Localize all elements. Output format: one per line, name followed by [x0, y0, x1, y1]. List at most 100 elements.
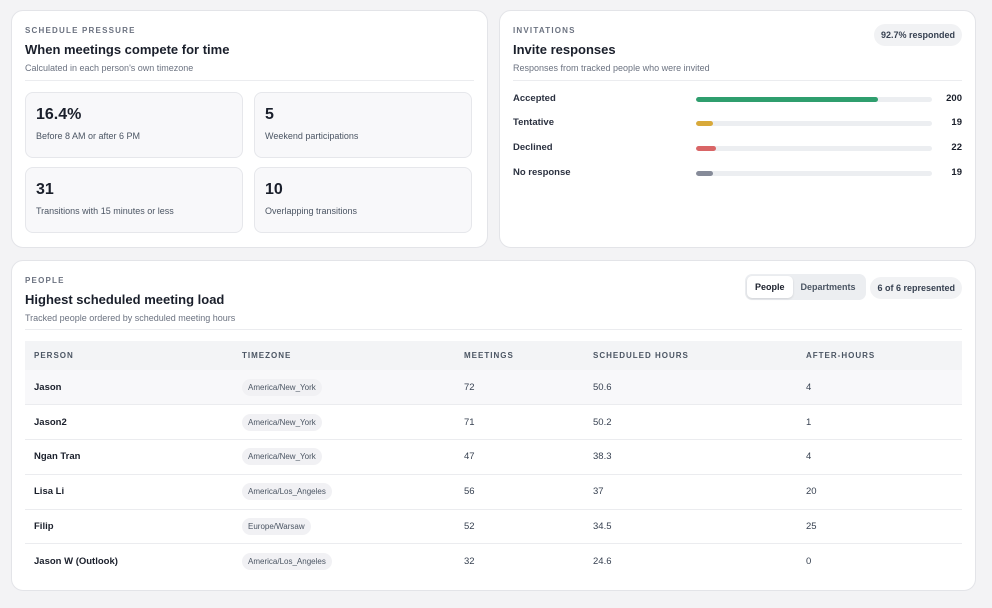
invite-count: 19 — [951, 167, 962, 178]
stat-short-transitions: 31 Transitions with 15 minutes or less — [25, 167, 243, 233]
invite-label: Accepted — [513, 93, 556, 104]
timezone-cell: America/New_York — [233, 370, 455, 406]
pressure-title: When meetings compete for time — [25, 42, 230, 57]
invite-label: No response — [513, 167, 571, 178]
table-row[interactable]: Jason W (Outlook) America/Los_Angeles 32… — [25, 544, 962, 579]
stat-after-hours: 16.4% Before 8 AM or after 6 PM — [25, 92, 243, 158]
stat-label: Overlapping transitions — [265, 206, 358, 216]
meetings-cell: 72 — [455, 370, 584, 406]
invitations-divider — [513, 80, 962, 81]
column-header-scheduled-hours[interactable]: SCHEDULED HOURS — [584, 341, 797, 370]
hours-cell: 50.6 — [584, 370, 797, 406]
meetings-cell: 52 — [455, 509, 584, 545]
invite-bar-track — [696, 171, 932, 176]
people-divider — [25, 329, 962, 330]
timezone-tag: America/New_York — [242, 378, 322, 396]
invite-label: Tentative — [513, 117, 555, 128]
schedule-pressure-card: SCHEDULE PRESSURE When meetings compete … — [11, 10, 488, 248]
stat-label: Weekend participations — [265, 131, 359, 141]
table-header-row: PERSON TIMEZONE MEETINGS SCHEDULED HOURS… — [25, 341, 962, 370]
invitations-eyebrow: INVITATIONS — [513, 26, 576, 35]
people-card: PEOPLE Highest scheduled meeting load Tr… — [11, 260, 976, 591]
toggle-people-button[interactable]: People — [747, 276, 793, 298]
timezone-cell: America/New_York — [233, 404, 455, 441]
hours-cell: 34.5 — [584, 509, 797, 545]
timezone-cell: America/Los_Angeles — [233, 474, 455, 510]
invite-row-declined: Declined 22 — [513, 142, 962, 156]
timezone-tag: Europe/Warsaw — [242, 518, 311, 536]
invitations-card: INVITATIONS Invite responses Responses f… — [499, 10, 976, 248]
invite-bar-fill — [696, 97, 878, 102]
invite-row-tentative: Tentative 19 — [513, 117, 962, 131]
after-hours-cell: 1 — [797, 404, 962, 441]
stat-label: Before 8 AM or after 6 PM — [36, 131, 141, 141]
column-header-timezone[interactable]: TIMEZONE — [233, 341, 455, 370]
stat-value: 16.4% — [36, 106, 82, 123]
invite-bar-fill — [696, 171, 714, 176]
hours-cell: 37 — [584, 474, 797, 510]
hours-cell: 50.2 — [584, 404, 797, 441]
column-header-after-hours[interactable]: AFTER-HOURS — [797, 341, 962, 370]
timezone-tag: America/Los_Angeles — [242, 483, 332, 501]
after-hours-cell: 4 — [797, 370, 962, 406]
invitations-title: Invite responses — [513, 42, 616, 57]
after-hours-cell: 4 — [797, 439, 962, 475]
hours-cell: 38.3 — [584, 439, 797, 475]
people-subtitle: Tracked people ordered by scheduled meet… — [25, 313, 236, 323]
timezone-tag: America/New_York — [242, 413, 322, 431]
table-row[interactable]: Lisa Li America/Los_Angeles 56 37 20 — [25, 474, 962, 510]
pressure-subtitle: Calculated in each person's own timezone — [25, 63, 194, 73]
people-eyebrow: PEOPLE — [25, 276, 65, 285]
timezone-tag: America/New_York — [242, 448, 322, 466]
invite-bar-track — [696, 121, 932, 126]
stat-value: 5 — [265, 106, 274, 123]
person-name: Lisa Li — [25, 474, 233, 510]
invite-bar-fill — [696, 146, 717, 151]
table-row[interactable]: Jason America/New_York 72 50.6 4 — [25, 370, 962, 406]
timezone-cell: Europe/Warsaw — [233, 509, 455, 545]
table-row[interactable]: Filip Europe/Warsaw 52 34.5 25 — [25, 509, 962, 545]
after-hours-cell: 0 — [806, 556, 812, 568]
people-table: PERSON TIMEZONE MEETINGS SCHEDULED HOURS… — [25, 341, 962, 579]
represented-badge: 6 of 6 represented — [870, 277, 962, 299]
meetings-cell: 71 — [455, 404, 584, 441]
stat-overlapping: 10 Overlapping transitions — [254, 167, 472, 233]
toggle-departments-button[interactable]: Departments — [800, 282, 856, 292]
invite-count: 19 — [951, 117, 962, 128]
people-title: Highest scheduled meeting load — [25, 292, 225, 307]
responded-badge: 92.7% responded — [873, 24, 962, 46]
invite-label: Declined — [513, 142, 553, 153]
view-toggle: People Departments — [745, 274, 866, 300]
pressure-divider — [25, 80, 474, 81]
pressure-eyebrow: SCHEDULE PRESSURE — [25, 26, 136, 35]
stat-label: Transitions with 15 minutes or less — [36, 206, 174, 216]
meetings-cell: 32 — [464, 556, 475, 568]
hours-cell: 24.6 — [593, 556, 612, 568]
table-row[interactable]: Jason2 America/New_York 71 50.2 1 — [25, 404, 962, 441]
after-hours-cell: 25 — [797, 509, 962, 545]
after-hours-cell: 20 — [797, 474, 962, 510]
timezone-cell: America/New_York — [233, 439, 455, 475]
person-name: Ngan Tran — [25, 439, 233, 475]
invitations-subtitle: Responses from tracked people who were i… — [513, 63, 710, 73]
invite-bar-track — [696, 97, 932, 102]
timezone-cell: America/Los_Angeles — [233, 544, 455, 579]
stat-weekend: 5 Weekend participations — [254, 92, 472, 158]
person-name: Jason — [25, 370, 233, 406]
invite-bar-track — [696, 146, 932, 151]
timezone-tag: America/Los_Angeles — [242, 553, 332, 571]
meetings-cell: 47 — [455, 439, 584, 475]
invite-row-no-response: No response 19 — [513, 167, 962, 181]
column-header-meetings[interactable]: MEETINGS — [455, 341, 584, 370]
invite-count: 22 — [951, 142, 962, 153]
stat-value: 31 — [36, 181, 54, 198]
stat-value: 10 — [265, 181, 283, 198]
invite-bar-fill — [696, 121, 714, 126]
person-name: Filip — [25, 509, 233, 545]
invite-count: 200 — [946, 93, 962, 104]
table-row[interactable]: Ngan Tran America/New_York 47 38.3 4 — [25, 439, 962, 475]
person-name: Jason W (Outlook) — [34, 556, 118, 568]
invite-row-accepted: Accepted 200 — [513, 93, 962, 107]
column-header-person[interactable]: PERSON — [25, 341, 233, 370]
person-name: Jason2 — [25, 404, 233, 441]
